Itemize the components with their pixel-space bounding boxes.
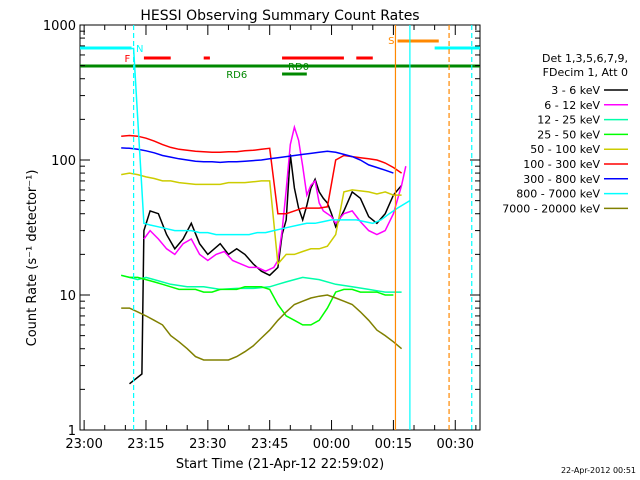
y-axis-label: Count Rate (s⁻¹ detector⁻¹) bbox=[25, 170, 40, 347]
y-tick-label: 10 bbox=[59, 289, 76, 304]
plot-area: N S F RD0 RD6 23:00 23:15 23:30 23:45 00:00 00:15… bbox=[43, 19, 481, 452]
series-line-7000-20000-kev bbox=[121, 294, 403, 361]
x-tick-label: 00:30 bbox=[437, 437, 474, 452]
x-tick-label: 23:00 bbox=[65, 437, 102, 452]
plot-frame bbox=[79, 24, 481, 431]
series-line-6-12-kev bbox=[143, 124, 407, 273]
x-axis-label: Start Time (21-Apr-12 22:59:02) bbox=[176, 457, 384, 472]
legend-label-6-12-kev: 6 - 12 keV bbox=[544, 99, 600, 112]
x-tick-label: 00:15 bbox=[375, 437, 412, 452]
legend-label-12-25-kev: 12 - 25 keV bbox=[537, 114, 600, 127]
series-line-50-100-kev bbox=[121, 172, 402, 266]
legend: Det 1,3,5,6,7,9, FDecim 1, Att 0 3 - 6 k… bbox=[502, 52, 628, 215]
legend-label-800-7000-kev: 800 - 7000 keV bbox=[516, 188, 600, 201]
legend-label-3-6-kev: 3 - 6 keV bbox=[551, 84, 600, 97]
legend-header-line-2: FDecim 1, Att 0 bbox=[543, 66, 628, 79]
series-line-800-7000-kev bbox=[80, 47, 411, 236]
flag-label-n: N bbox=[136, 44, 143, 55]
flag-label-s: S bbox=[388, 36, 394, 47]
y-tick-label: 1 bbox=[68, 424, 76, 439]
legend-label-50-100-kev: 50 - 100 keV bbox=[530, 143, 600, 156]
y-axis-ticks: 1 10 100 1000 bbox=[43, 19, 480, 439]
y-tick-label: 100 bbox=[51, 154, 76, 169]
legend-label-7000-20000-kev: 7000 - 20000 keV bbox=[502, 202, 600, 215]
series-line-100-300-kev bbox=[121, 134, 403, 215]
legend-header-line-1: Det 1,3,5,6,7,9, bbox=[542, 52, 628, 65]
flag-label-rd0: RD0 bbox=[288, 62, 309, 73]
legend-label-300-800-kev: 300 - 800 keV bbox=[523, 173, 600, 186]
flag-bars: N S F RD0 RD6 bbox=[80, 36, 480, 81]
x-tick-label: 00:00 bbox=[313, 437, 350, 452]
x-tick-label: 23:45 bbox=[251, 437, 288, 452]
flag-label-rd6: RD6 bbox=[226, 70, 247, 81]
series-line-3-6-kev bbox=[129, 154, 403, 385]
vertical-markers bbox=[133, 25, 473, 430]
series-line-25-50-kev bbox=[121, 274, 394, 326]
x-tick-label: 23:15 bbox=[127, 437, 164, 452]
chart-title: HESSI Observing Summary Count Rates bbox=[140, 8, 419, 24]
legend-label-100-300-kev: 100 - 300 keV bbox=[523, 158, 600, 171]
legend-label-25-50-kev: 25 - 50 keV bbox=[537, 128, 600, 141]
flag-label-f: F bbox=[125, 54, 131, 65]
series-lines bbox=[80, 47, 411, 385]
series-line-12-25-kev bbox=[121, 274, 402, 293]
x-tick-label: 23:30 bbox=[189, 437, 226, 452]
y-tick-label: 1000 bbox=[43, 19, 76, 34]
x-axis-ticks: 23:00 23:15 23:30 23:45 00:00 00:15 00:30 bbox=[65, 25, 477, 452]
series-line-300-800-kev bbox=[121, 147, 394, 174]
timestamp: 22-Apr-2012 00:51 bbox=[561, 466, 636, 475]
